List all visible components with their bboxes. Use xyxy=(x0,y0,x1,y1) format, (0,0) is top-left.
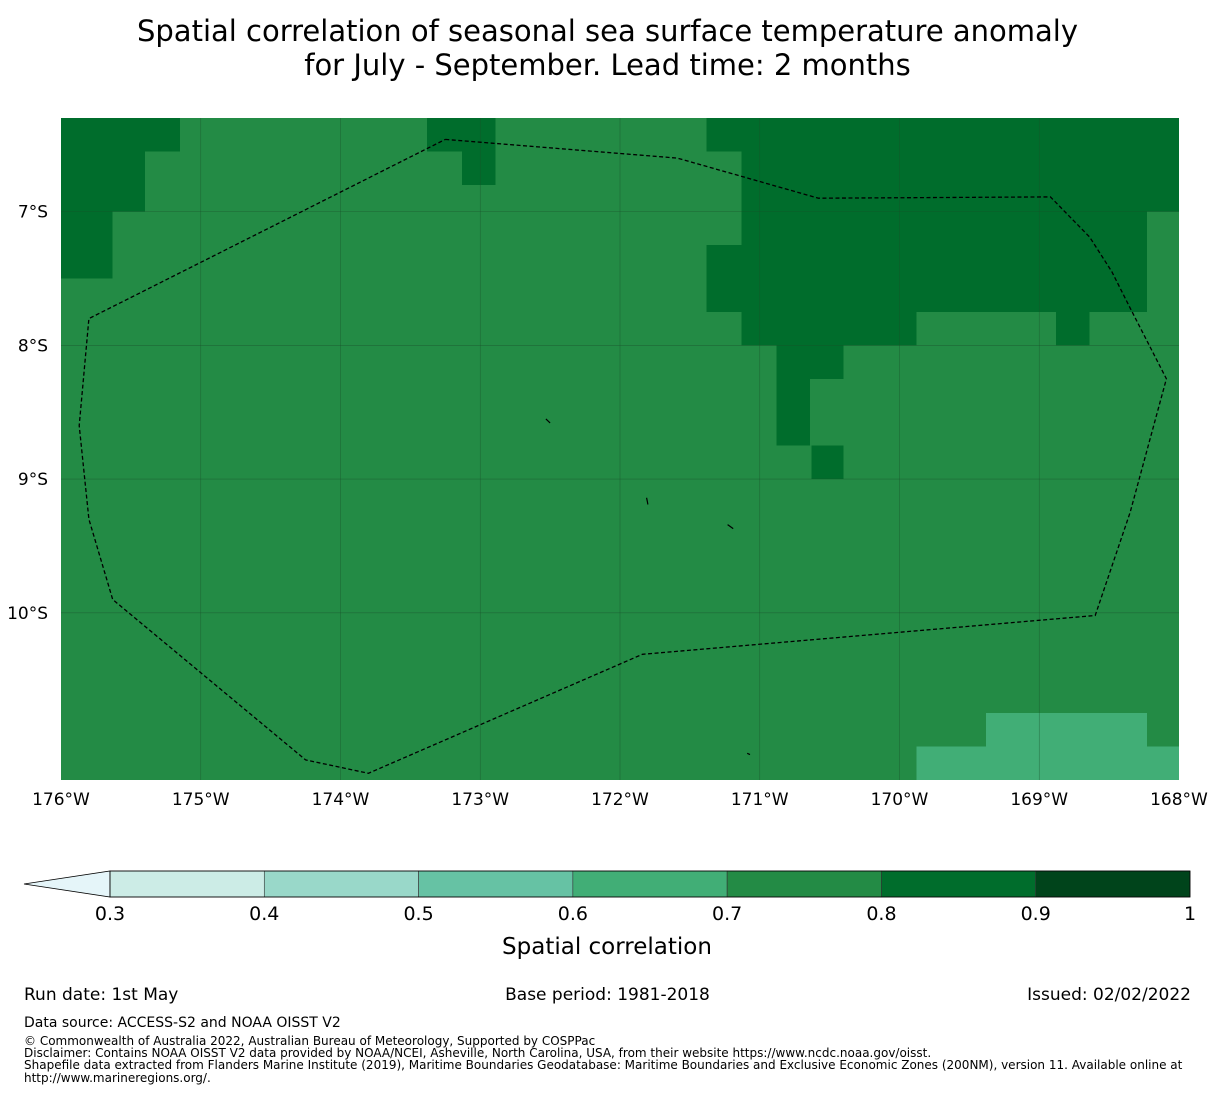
correlation-cell-0.6-0.7 xyxy=(986,713,1147,747)
correlation-cell-0.8-0.9 xyxy=(1056,311,1090,346)
issued-date: Issued: 02/02/2022 xyxy=(1027,985,1191,1005)
correlation-cell-0.8-0.9 xyxy=(776,378,811,446)
island-outline xyxy=(646,497,649,505)
lon-tick-label: 168°W xyxy=(1150,790,1208,810)
lat-tick-label: 9°S xyxy=(18,470,48,490)
chart-title: Spatial correlation of seasonal sea surf… xyxy=(0,14,1215,82)
lon-tick-label: 175°W xyxy=(172,790,230,810)
correlation-cell-0.8-0.9 xyxy=(776,345,844,379)
shapefile-credit: Shapefile data extracted from Flanders M… xyxy=(24,1058,1183,1085)
colorbar-segment-0.9-1 xyxy=(1035,870,1191,898)
correlation-cell-0.8-0.9 xyxy=(61,211,113,279)
base-period: Base period: 1981-2018 xyxy=(505,985,710,1005)
copyright-notice: © Commonwealth of Australia 2022, Austra… xyxy=(24,1034,596,1048)
correlation-cell-0.8-0.9 xyxy=(811,445,844,480)
colorbar-tick-label: 0.6 xyxy=(558,903,588,925)
lon-tick-label: 173°W xyxy=(451,790,509,810)
colorbar-tick-label: 0.7 xyxy=(712,903,742,925)
colorbar-segment-0.8-0.9 xyxy=(881,870,1037,898)
colorbar-tick-label: 0.9 xyxy=(1021,903,1051,925)
lon-tick-label: 171°W xyxy=(731,790,789,810)
colorbar-tick-label: 1 xyxy=(1184,903,1196,925)
lon-tick-label: 176°W xyxy=(32,790,90,810)
correlation-cell-0.8-0.9 xyxy=(706,118,1179,152)
colorbar-segment-0.5-0.6 xyxy=(418,870,574,898)
correlation-cell-0.8-0.9 xyxy=(61,118,180,152)
lon-tick-label: 172°W xyxy=(591,790,649,810)
island-outline xyxy=(545,418,551,424)
colorbar-segment-0.3-0.4 xyxy=(109,870,265,898)
eez-boundary-line xyxy=(78,138,1168,774)
correlation-cell-0.8-0.9 xyxy=(741,211,1147,246)
colorbar-segment-0.7-0.8 xyxy=(726,870,882,898)
lon-tick-label: 169°W xyxy=(1010,790,1068,810)
colorbar-tick-label: 0.8 xyxy=(866,903,896,925)
colorbar-segment-0.4-0.5 xyxy=(263,870,419,898)
correlation-cell-0.8-0.9 xyxy=(741,151,1179,212)
run-date: Run date: 1st May xyxy=(24,985,179,1005)
lat-tick-label: 8°S xyxy=(18,336,48,356)
island-outline xyxy=(746,752,751,756)
map-area: 176°W 175°W 174°W 173°W 172°W 171°W 170°W 169°W… xyxy=(7,118,1208,810)
colorbar-segment-0.6-0.7 xyxy=(572,870,728,898)
island-outline xyxy=(727,524,734,530)
lon-tick-label: 170°W xyxy=(871,790,929,810)
correlation-cell-0.8-0.9 xyxy=(427,118,496,152)
colorbar-frame xyxy=(109,870,1191,898)
correlation-cell-0.8-0.9 xyxy=(61,151,145,212)
colorbar: 0.3 0.4 0.5 0.6 0.7 0.8 0.9 1 Spatial correlatio… xyxy=(23,870,1196,960)
colorbar-title: Spatial correlation xyxy=(502,934,712,960)
correlation-cell-0.6-0.7 xyxy=(916,746,1179,780)
lon-tick-label: 174°W xyxy=(312,790,370,810)
correlation-cell-0.8-0.9 xyxy=(462,151,496,185)
correlation-cell-0.8-0.9 xyxy=(741,311,917,346)
colorbar-tick-label: 0.5 xyxy=(403,903,433,925)
colorbar-extend-arrow xyxy=(23,870,111,898)
title-line-1: Spatial correlation of seasonal sea surf… xyxy=(136,14,1079,48)
title-line-2: for July - September. Lead time: 2 month… xyxy=(304,48,911,82)
lat-tick-label: 7°S xyxy=(18,203,48,223)
data-source: Data source: ACCESS-S2 and NOAA OISST V2 xyxy=(24,1015,341,1031)
disclaimer: Disclaimer: Contains NOAA OISST V2 data … xyxy=(24,1046,932,1060)
correlation-cell-0.8-0.9 xyxy=(706,245,1147,312)
map-figure: 176°W 175°W 174°W 173°W 172°W 171°W 170°W 169°W… xyxy=(7,118,1208,960)
lat-tick-label: 10°S xyxy=(7,604,48,624)
colorbar-tick-label: 0.3 xyxy=(95,903,125,925)
colorbar-tick-label: 0.4 xyxy=(249,903,279,925)
